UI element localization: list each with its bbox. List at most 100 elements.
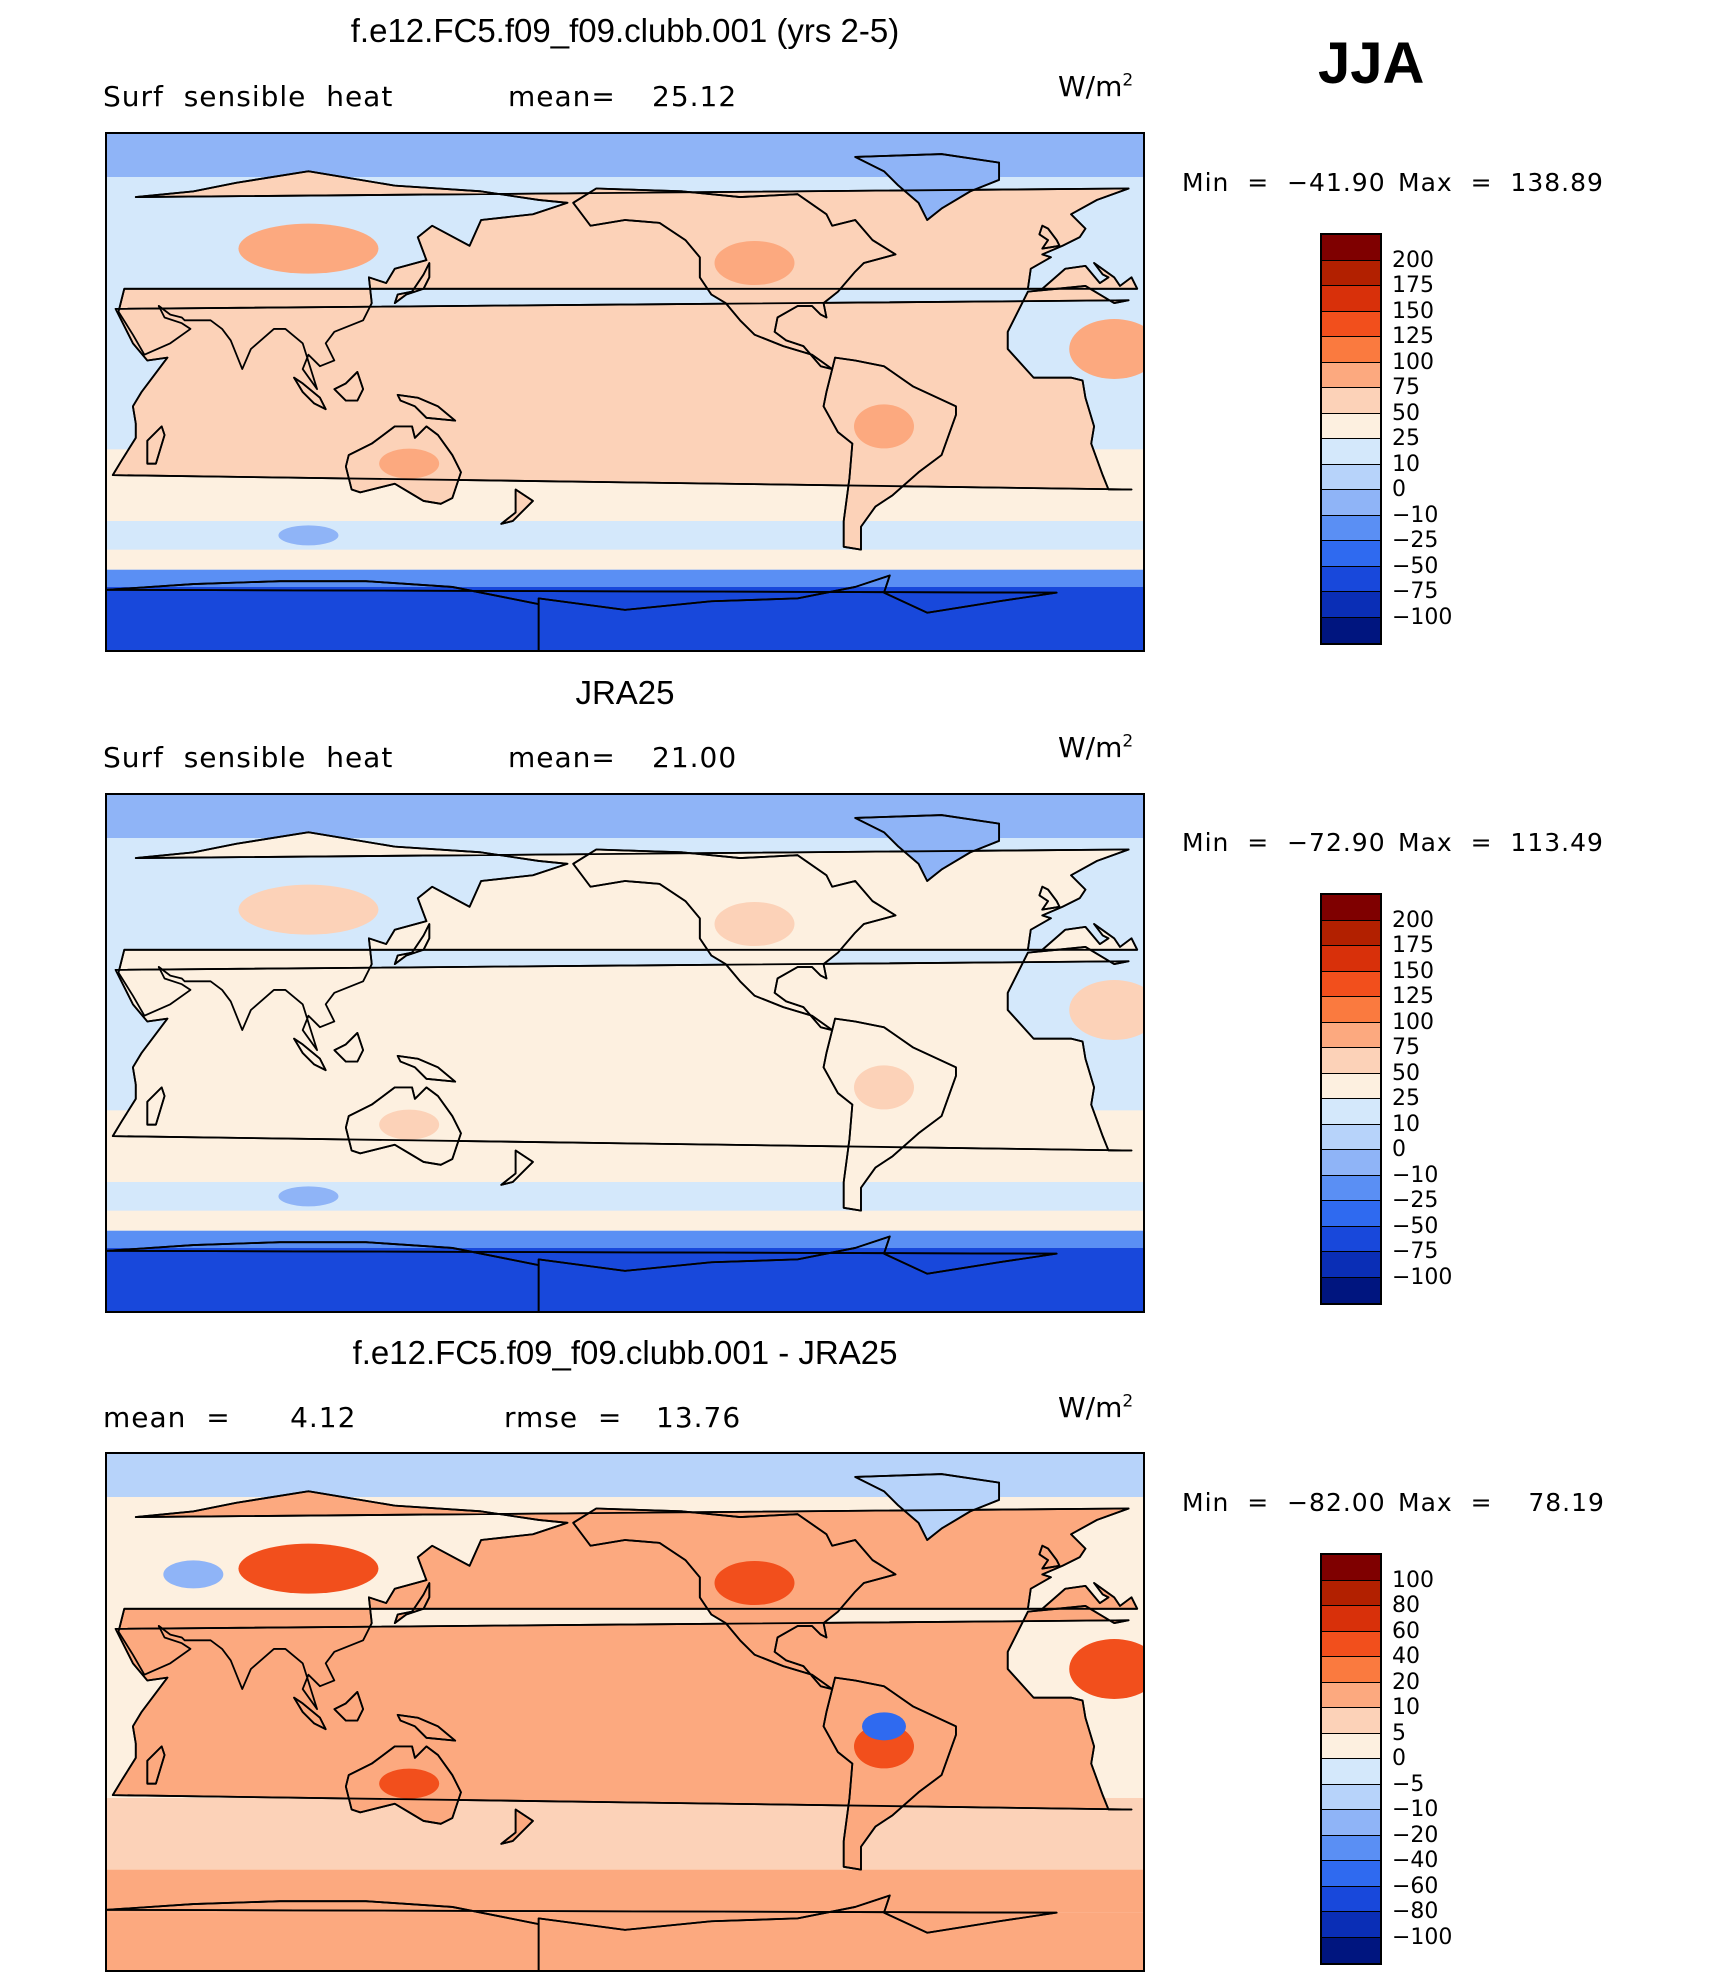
panel-2-min: Min = −72.90: [1182, 828, 1386, 857]
land-anomaly-north-america: [714, 902, 795, 946]
colorbar-swatch: [1322, 895, 1380, 921]
coastline-outline-borneo: [333, 1691, 365, 1722]
colorbar-swatch: [1322, 464, 1380, 490]
colorbar-tick-label: 5: [1392, 1720, 1406, 1746]
land-anomaly-north-america: [714, 241, 795, 285]
colorbar-swatch: [1322, 1022, 1380, 1048]
colorbar-tick-label: 125: [1392, 984, 1434, 1009]
colorbar-swatch: [1322, 1657, 1380, 1683]
coastline-outline-australia: [344, 425, 462, 505]
ocean-anomaly: [278, 525, 339, 546]
colorbar-tick-label: 25: [1392, 1086, 1420, 1111]
colorbar-swatch: [1322, 1226, 1380, 1252]
coastline-outline-eurasia: [117, 831, 1139, 1052]
land-anomaly-australia: [379, 448, 440, 479]
colorbar-tick-label: −100: [1392, 604, 1453, 630]
southern-ocean-band-warm: [107, 1869, 1143, 1913]
land-anomaly-siberia: [238, 884, 379, 935]
panel-1-mean-value: 25.12: [652, 80, 738, 113]
colorbar-swatch: [1322, 1810, 1380, 1836]
land-anomaly-sahara: [1069, 980, 1143, 1040]
coastline-outline-northAmerica: [572, 187, 897, 370]
colorbar-swatch: [1322, 235, 1380, 261]
colorbar-swatch: [1322, 1759, 1380, 1785]
colorbar-tick-label: 0: [1392, 1746, 1406, 1771]
colorbar-swatch: [1322, 388, 1380, 414]
coastline-outline-japan: [393, 262, 431, 305]
colorbar-swatch: [1322, 1682, 1380, 1708]
colorbar-tick-label: −75: [1392, 1239, 1439, 1264]
panel-1-max: Max = 138.89: [1398, 168, 1604, 197]
panel-3-rmse-label: rmse =: [504, 1401, 623, 1434]
coastline-outline-japan: [393, 923, 431, 966]
antarctic-band: [107, 586, 1143, 650]
coastline-outline-southAmerica: [822, 1017, 957, 1212]
colorbar-tick-label: 50: [1392, 1060, 1420, 1086]
colorbar-swatch: [1322, 1252, 1380, 1278]
land-anomaly-siberia: [238, 1543, 379, 1594]
colorbar-swatch: [1322, 1861, 1380, 1887]
coastline-outline-nz: [500, 1149, 534, 1186]
colorbar-swatch: [1322, 1175, 1380, 1201]
colorbar-swatch: [1322, 1912, 1380, 1938]
colorbar-tick-label: 100: [1392, 1009, 1434, 1035]
colorbar-swatch: [1322, 1937, 1380, 1963]
panel-2-variable: Surf sensible heat: [103, 741, 394, 774]
colorbar-tick-label: −5: [1392, 1771, 1425, 1797]
coastline-outline-northAmerica: [572, 848, 897, 1031]
coastline-outline-newguinea: [396, 1054, 457, 1083]
storm-track-band: [107, 549, 1143, 570]
colorbar-swatch: [1322, 1150, 1380, 1176]
panel-3-max: Max = 78.19: [1398, 1488, 1605, 1517]
panel-3-mean: mean = 4.12: [103, 1401, 357, 1434]
coastline-outline-uk: [1038, 1544, 1061, 1570]
panel-3-rmse-value: 13.76: [656, 1401, 742, 1434]
colorbar-tick-label: 80: [1392, 1593, 1420, 1618]
panel-1-variable: Surf sensible heat: [103, 80, 394, 113]
colorbar-tick-label: −20: [1392, 1822, 1439, 1848]
colorbar-tick-label: 20: [1392, 1669, 1420, 1695]
panel-2-mean-label: mean=: [508, 741, 616, 774]
land-anomaly-south-america: [854, 1065, 914, 1110]
coastline-outline-madagascar: [146, 425, 166, 465]
colorbar-tick-label: −100: [1392, 1924, 1453, 1950]
coastline-outline-antarctica: [107, 1894, 1058, 1970]
colorbar-tick-label: −10: [1392, 1797, 1439, 1822]
coastline-outline-madagascar: [146, 1745, 166, 1785]
antarctic-band: [107, 1912, 1143, 1970]
colorbar-tick-label: 75: [1392, 1035, 1420, 1060]
colorbar-tick-label: −25: [1392, 1188, 1439, 1213]
colorbar-tick-label: 10: [1392, 1111, 1420, 1137]
panel-2-max: Max = 113.49: [1398, 828, 1604, 857]
colorbar-tick-label: −50: [1392, 553, 1439, 579]
coastline-outline-greenland: [854, 814, 1001, 882]
coastline-outline-greenland: [854, 1473, 1001, 1541]
coastline-africa: [111, 1605, 1133, 1811]
colorbar-swatch: [1322, 592, 1380, 618]
colorbar-tick-label: 100: [1392, 1567, 1434, 1593]
colorbar-swatch: [1322, 362, 1380, 388]
panel-1-colorbar: [1320, 233, 1382, 645]
colorbar-swatch: [1322, 1201, 1380, 1227]
panel-3-units: W/m2: [1058, 1391, 1134, 1424]
colorbar-swatch: [1322, 286, 1380, 312]
colorbar-swatch: [1322, 1886, 1380, 1912]
antarctic-band: [107, 1247, 1143, 1311]
land-anomaly-sahara: [1069, 319, 1143, 379]
coastline-outline-africa: [111, 1605, 1133, 1811]
colorbar-tick-label: 0: [1392, 1137, 1406, 1162]
coastline-outline-africa: [111, 946, 1133, 1152]
colorbar-swatch: [1322, 1631, 1380, 1657]
land-anomaly-amazon: [862, 1712, 906, 1741]
colorbar-swatch: [1322, 1099, 1380, 1125]
land-anomaly-north-america: [714, 1561, 795, 1605]
colorbar-tick-label: 10: [1392, 1695, 1420, 1720]
panel-1-mean-label: mean=: [508, 80, 616, 113]
coastline-outline-africa: [111, 285, 1133, 491]
coastline-outline-southAmerica: [822, 1676, 957, 1871]
colorbar-tick-label: 200: [1392, 247, 1434, 273]
panel-3-map: [105, 1452, 1145, 1972]
land-anomaly-siberia: [238, 223, 379, 274]
panel-1-min: Min = −41.90: [1182, 168, 1386, 197]
land-anomaly-south-america: [854, 404, 914, 449]
